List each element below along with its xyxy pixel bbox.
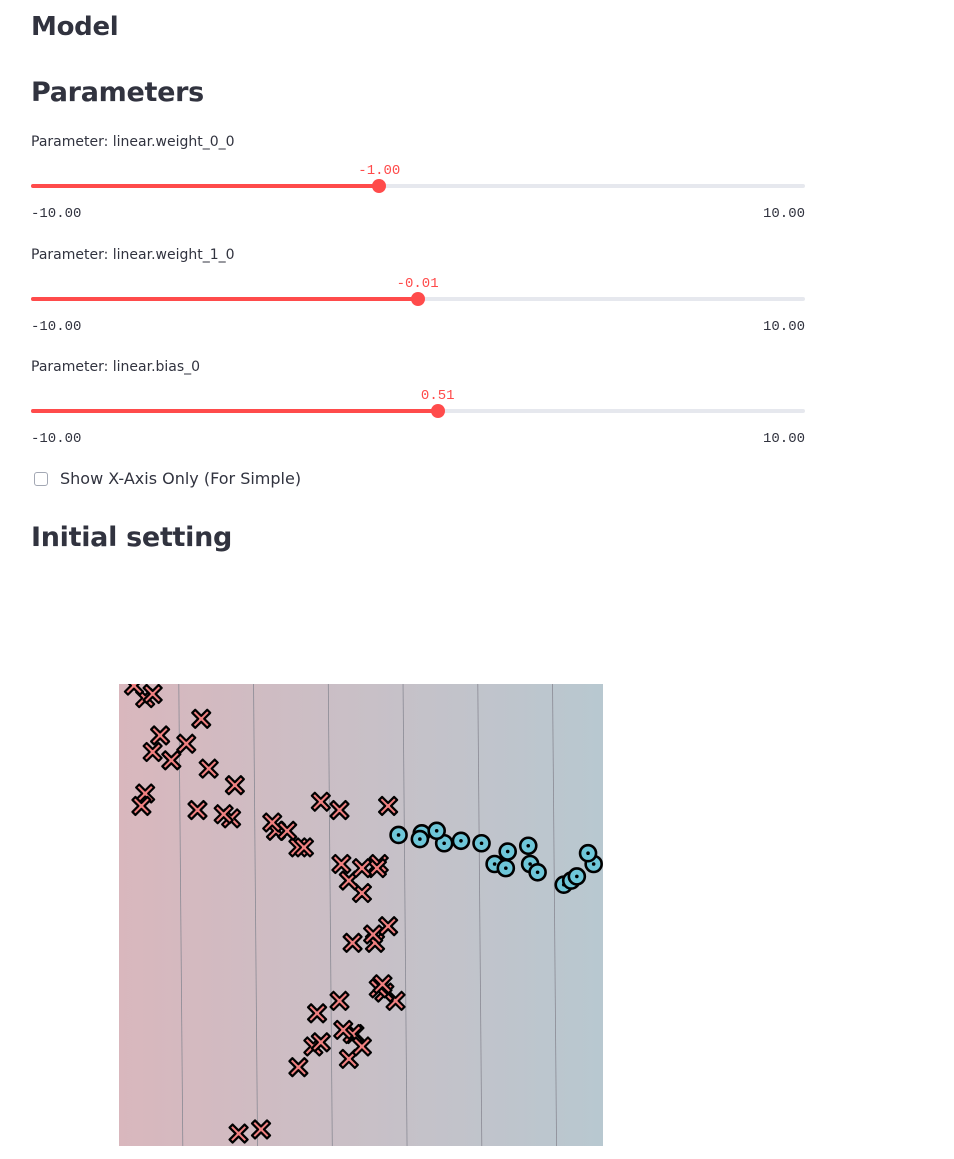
contour-line <box>552 684 557 1146</box>
slider-label: Parameter: linear.weight_1_0 <box>31 247 235 263</box>
data-point-x <box>150 725 171 746</box>
data-point-x <box>191 708 212 729</box>
data-point-o <box>578 843 598 863</box>
data-point-o <box>451 831 471 851</box>
data-point-x <box>351 858 373 879</box>
data-point-x <box>293 837 315 858</box>
data-point-x <box>310 791 331 812</box>
data-point-x <box>366 858 387 879</box>
data-point-x <box>142 741 163 763</box>
data-point-x <box>262 812 283 833</box>
data-point-o <box>498 842 517 861</box>
data-point-x <box>333 1019 354 1040</box>
data-point-x <box>377 795 399 817</box>
contour-line <box>477 684 483 1146</box>
parameters-heading: Parameters <box>31 77 204 108</box>
data-point-x <box>310 1032 331 1053</box>
data-point-x <box>277 820 298 841</box>
data-point-x <box>331 853 352 875</box>
slider-track[interactable] <box>31 404 805 418</box>
contour-lines <box>178 684 557 1146</box>
model-heading: Model <box>31 12 119 42</box>
slider-min-label: -10.00 <box>31 206 82 222</box>
contour-line <box>253 684 258 1146</box>
checkbox-box[interactable] <box>34 471 48 486</box>
data-points <box>123 684 603 1144</box>
slider-thumb[interactable] <box>410 292 425 306</box>
slider-current-value: -0.01 <box>396 276 439 292</box>
initial-setting-heading: Initial setting <box>31 522 233 553</box>
slider-fill <box>31 184 380 188</box>
slider-min-label: -10.00 <box>31 319 82 335</box>
data-point-x <box>288 1057 309 1078</box>
data-point-x <box>224 775 245 796</box>
data-point-x <box>306 1003 328 1024</box>
data-point-o <box>567 867 587 886</box>
slider-label: Parameter: linear.bias_0 <box>31 359 201 375</box>
checkbox-label: Show X-Axis Only (For Simple) <box>60 469 302 488</box>
slider-min-label: -10.00 <box>31 431 82 447</box>
data-point-x <box>187 799 208 821</box>
plot-background <box>119 684 603 1146</box>
slider-max-label: 10.00 <box>762 431 805 447</box>
slider-max-label: 10.00 <box>762 206 805 222</box>
data-point-x <box>228 1123 249 1144</box>
slider-current-value: -1.00 <box>358 163 401 179</box>
slider-weight-1-0: Parameter: linear.weight_1_0 -0.01 -10.0… <box>31 247 805 337</box>
slider-max-label: 10.00 <box>762 319 805 335</box>
data-point-o <box>389 825 408 845</box>
data-point-x <box>142 684 163 705</box>
slider-thumb[interactable] <box>430 404 445 418</box>
data-point-x <box>363 924 384 945</box>
data-point-x <box>213 804 234 825</box>
slider-bias-0: Parameter: linear.bias_0 0.51 -10.00 10.… <box>31 359 805 449</box>
contour-line <box>402 684 408 1146</box>
data-point-x <box>329 799 350 821</box>
data-point-o <box>472 833 491 853</box>
contour-line <box>178 684 184 1146</box>
data-point-x <box>351 1036 373 1057</box>
data-point-x <box>329 990 350 1011</box>
data-point-o <box>427 821 446 841</box>
data-point-x <box>377 916 399 937</box>
slider-fill <box>31 409 438 413</box>
data-point-o <box>528 862 547 882</box>
slider-track[interactable] <box>31 179 805 193</box>
slider-weight-0-0: Parameter: linear.weight_0_0 -1.00 -10.0… <box>31 134 805 224</box>
slider-thumb[interactable] <box>372 179 387 193</box>
data-point-o <box>496 858 516 878</box>
slider-label: Parameter: linear.weight_0_0 <box>31 134 235 150</box>
data-point-x <box>176 733 197 754</box>
data-point-o <box>518 836 538 856</box>
data-point-x <box>342 932 363 953</box>
data-point-x <box>372 974 393 995</box>
slider-current-value: 0.51 <box>420 388 455 404</box>
data-point-x <box>198 758 219 779</box>
data-point-o <box>410 829 430 849</box>
show-x-axis-checkbox[interactable]: Show X-Axis Only (For Simple) <box>34 469 301 488</box>
data-point-x <box>250 1119 272 1140</box>
data-point-x <box>123 684 145 696</box>
data-point-x <box>131 795 152 817</box>
slider-fill <box>31 297 418 301</box>
slider-track[interactable] <box>31 292 805 306</box>
contour-line <box>327 684 333 1146</box>
